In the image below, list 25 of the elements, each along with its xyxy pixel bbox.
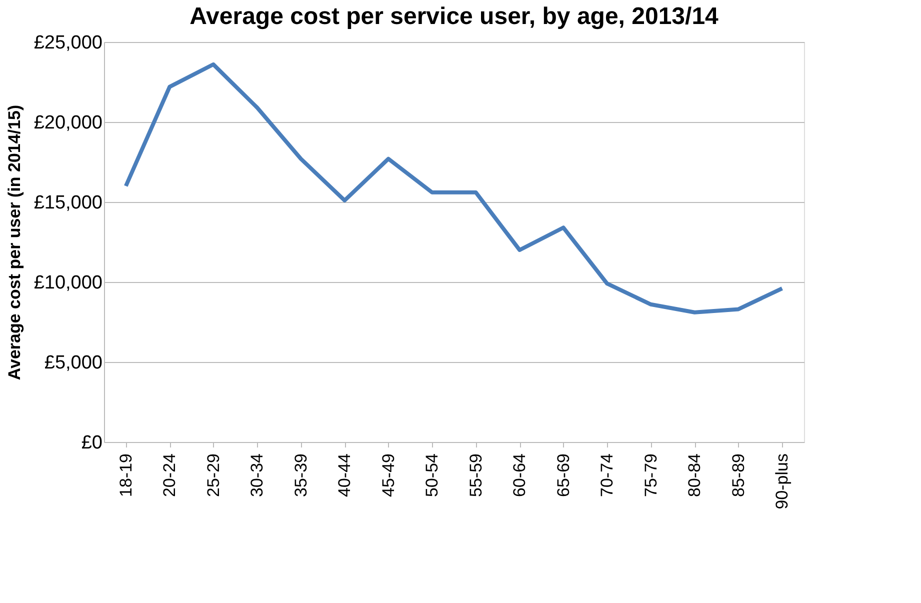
x-tick-label: 18-19 (116, 454, 136, 497)
x-tick-label: 60-64 (510, 454, 530, 497)
y-axis-title: Average cost per user (in 2014/15) (4, 104, 24, 380)
y-tick-label: £10,000 (34, 272, 102, 294)
x-tick-label: 80-84 (685, 454, 704, 497)
x-tick-label: 70-74 (598, 454, 617, 497)
x-tick-label: 85-89 (728, 454, 748, 497)
y-tick-label: £25,000 (34, 32, 102, 54)
y-tick-label: £20,000 (34, 112, 102, 134)
chart-title: Average cost per service user, by age, 2013/14 (190, 3, 720, 30)
x-tick-label: 30-34 (248, 454, 267, 497)
y-tick-label: £5,000 (44, 352, 102, 374)
x-tick-label: 55-59 (466, 454, 486, 497)
line-series (124, 62, 784, 314)
x-tick-label: 35-39 (291, 454, 310, 497)
x-tick-label: 45-49 (378, 454, 398, 497)
x-tick-label: 40-44 (335, 454, 354, 497)
y-tick-label: £0 (81, 432, 102, 454)
x-tick-label: 75-79 (641, 454, 660, 497)
x-tick-label: 65-69 (554, 454, 573, 497)
x-tick-label: 50-54 (422, 454, 442, 497)
x-tick-label: 25-29 (204, 454, 223, 497)
y-tick-label: £15,000 (34, 192, 102, 214)
x-tick-label: 20-24 (160, 454, 180, 497)
x-tick-label: 90-plus (772, 454, 792, 510)
